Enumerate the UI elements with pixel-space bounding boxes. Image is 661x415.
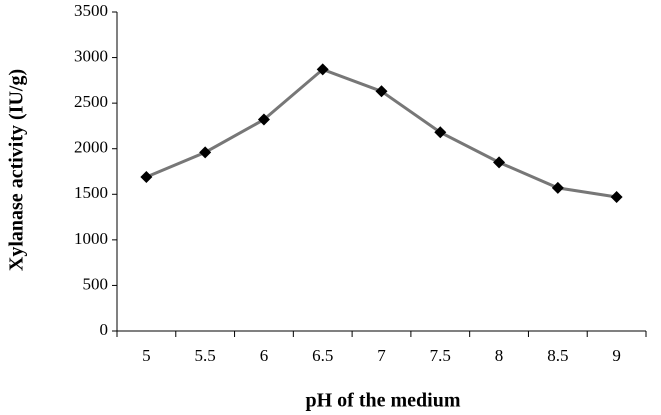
x-tick-label: 8.5 [547, 346, 568, 365]
marker [140, 170, 153, 183]
x-tick-label: 9 [612, 346, 621, 365]
y-axis-title: Xylanase activity (IU/g) [6, 69, 28, 271]
marker [551, 181, 564, 194]
x-tick-label: 7 [377, 346, 386, 365]
y-tick-label: 2500 [74, 92, 108, 111]
x-tick-label: 5 [142, 346, 151, 365]
marker [434, 126, 447, 139]
marker [316, 63, 329, 76]
x-tick-label: 6 [260, 346, 269, 365]
marker [257, 113, 270, 126]
x-tick-label: 8 [495, 346, 504, 365]
x-axis-title: pH of the medium [306, 390, 461, 412]
x-tick-label: 5.5 [195, 346, 216, 365]
x-tick-label: 6.5 [312, 346, 333, 365]
y-tick-label: 0 [100, 320, 109, 339]
marker [493, 156, 506, 169]
marker [375, 85, 388, 98]
y-tick-label: 3000 [74, 46, 108, 65]
y-tick-label: 1500 [74, 183, 108, 202]
marker [610, 191, 623, 204]
y-tick-label: 3500 [74, 1, 108, 20]
y-tick-label: 1000 [74, 229, 108, 248]
marker [199, 146, 212, 159]
y-tick-label: 500 [83, 274, 109, 293]
y-tick-label: 2000 [74, 138, 108, 157]
x-tick-label: 7.5 [430, 346, 451, 365]
